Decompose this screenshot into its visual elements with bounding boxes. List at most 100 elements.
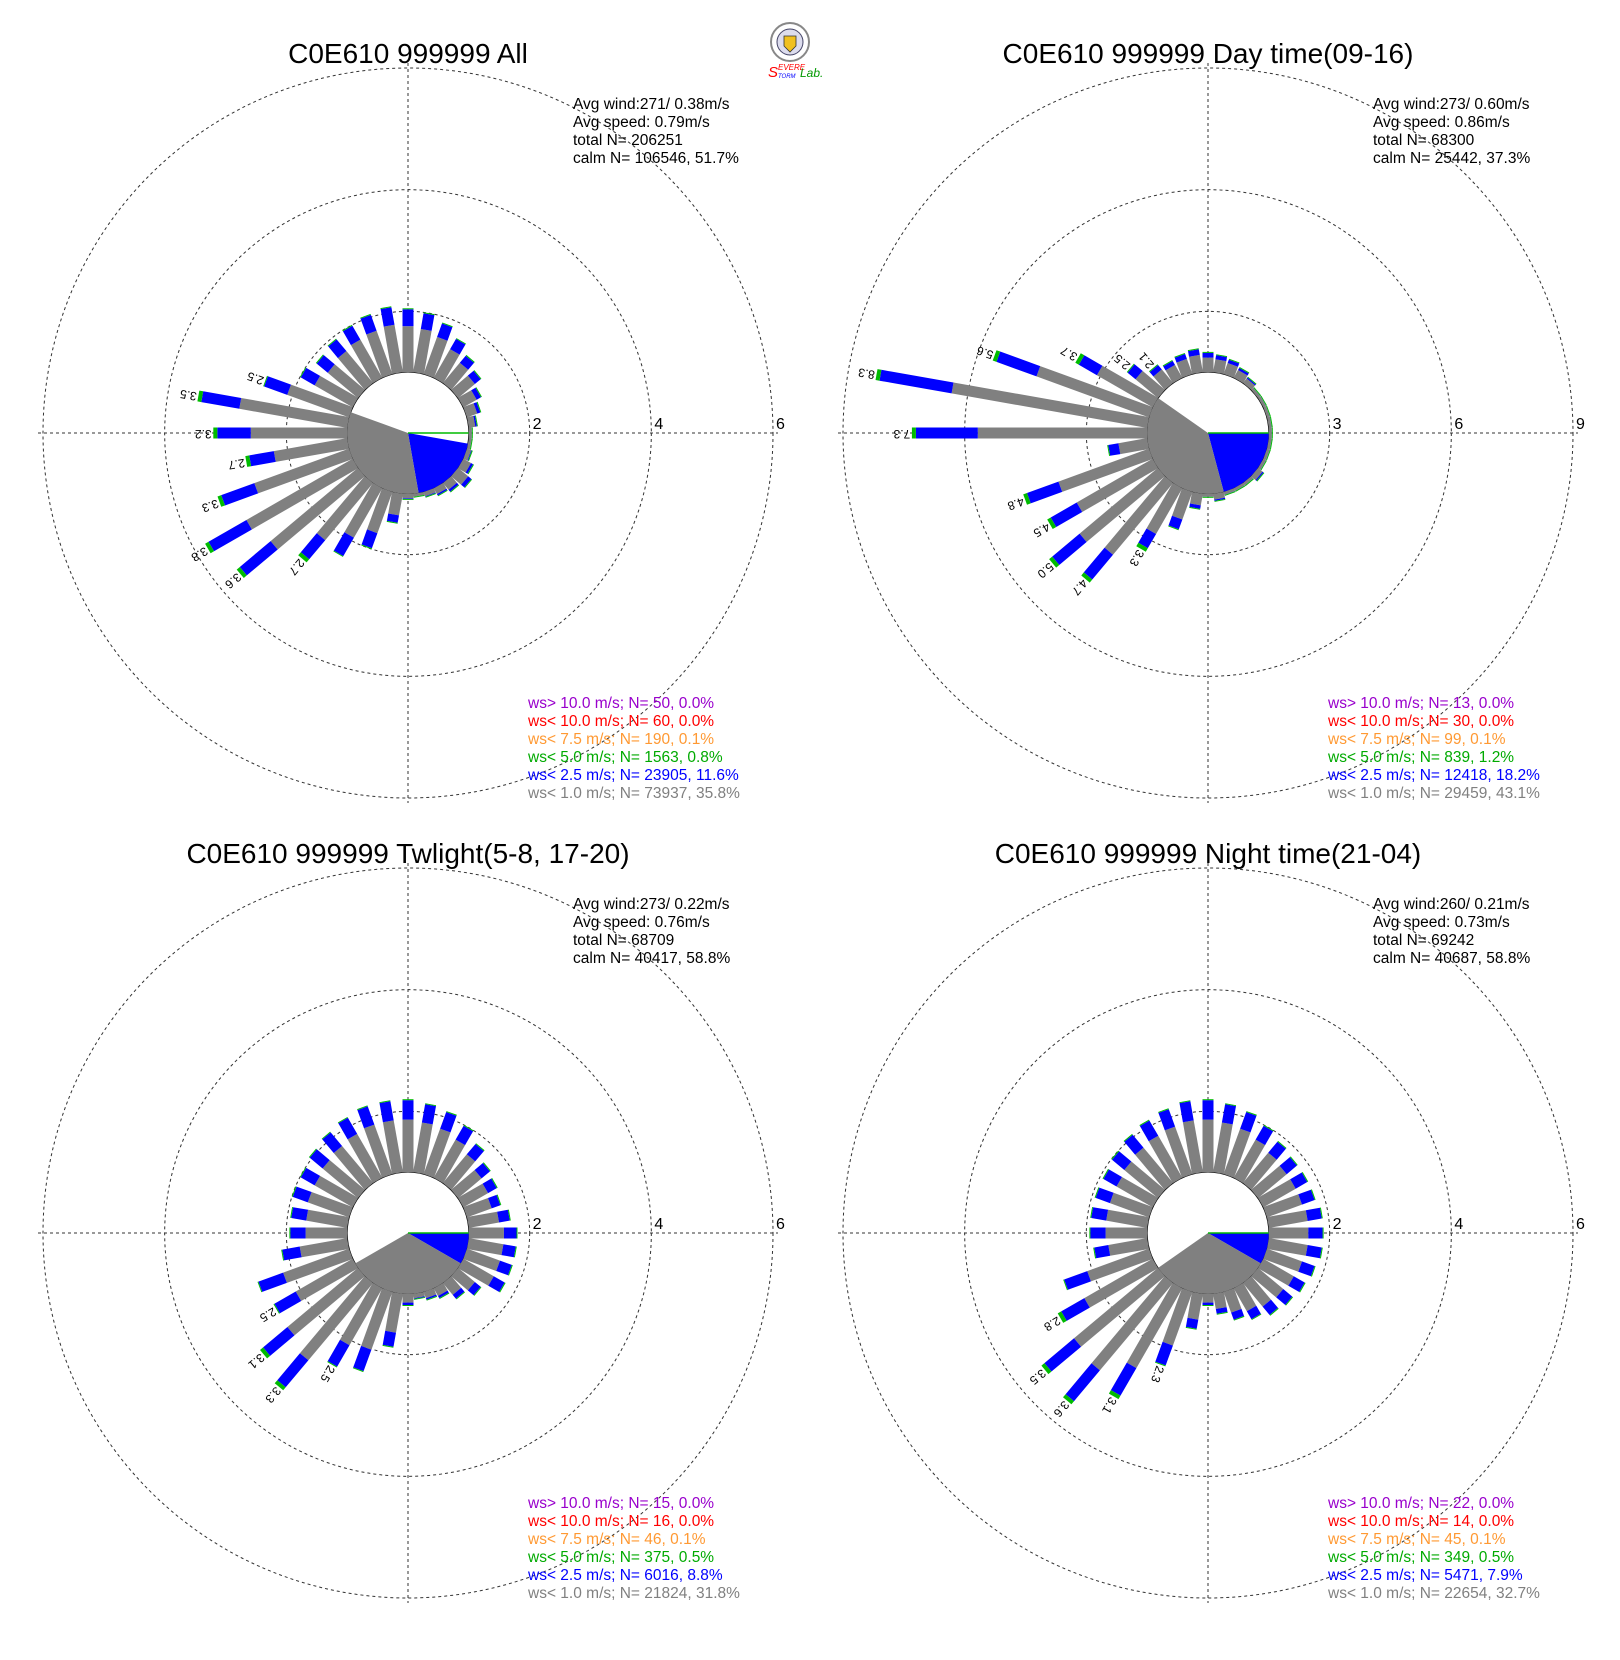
petal-10-segment xyxy=(425,1103,437,1107)
petal-100-segment xyxy=(1267,1238,1308,1256)
petal-180-segment xyxy=(402,498,414,499)
petal-170-segment xyxy=(413,1296,425,1299)
petal-240-segment xyxy=(1084,1258,1159,1308)
petal-170-segment xyxy=(1215,1307,1228,1314)
petal-200-segment xyxy=(1155,1361,1166,1367)
petal-220-segment xyxy=(1065,1363,1100,1402)
petal-150-segment xyxy=(436,488,448,496)
petal-260-segment xyxy=(1108,1238,1149,1256)
petal-20-segment xyxy=(442,322,453,328)
ring-label: 4 xyxy=(1454,1216,1463,1233)
petal-260-segment xyxy=(299,1238,349,1258)
petal-140-segment xyxy=(1244,478,1254,486)
petal-330-segment xyxy=(1163,360,1175,371)
petal-160-segment xyxy=(1233,1315,1245,1321)
petal-60-segment xyxy=(1301,1172,1309,1182)
petal-100-segment xyxy=(469,438,473,450)
petal-180-segment xyxy=(402,498,414,500)
petal-210-segment xyxy=(333,550,344,557)
petal-70-segment xyxy=(488,1194,501,1209)
petal-340-segment xyxy=(360,314,377,335)
petal-0-segment xyxy=(1202,1099,1214,1101)
petal-label: 3.3 xyxy=(200,496,221,515)
petal-250-segment xyxy=(1063,1279,1068,1291)
petal-130-segment xyxy=(467,1282,481,1296)
ring-4 xyxy=(164,189,652,677)
petal-40-segment xyxy=(1247,376,1257,385)
petal-110-segment xyxy=(467,450,472,461)
petal-170-segment xyxy=(1214,499,1226,502)
petal-200-segment xyxy=(1168,515,1183,530)
petal-190-segment xyxy=(1190,492,1203,506)
petal-350-segment xyxy=(1182,1120,1203,1174)
petal-210-segment xyxy=(1108,1390,1121,1400)
petal-50-segment xyxy=(1289,1156,1298,1166)
petal-280-segment xyxy=(879,369,954,394)
petal-40-segment xyxy=(1242,1152,1277,1190)
petal-90-segment xyxy=(1271,427,1273,439)
petal-320-segment xyxy=(1124,1134,1144,1155)
ring-6 xyxy=(42,867,774,1599)
petal-150-segment xyxy=(1246,1305,1261,1320)
petal-210-segment xyxy=(1146,482,1183,534)
petal-70-segment xyxy=(463,403,478,418)
petal-290-segment xyxy=(1094,1187,1100,1198)
petal-250-segment xyxy=(257,1281,263,1293)
petal-label: 2.3 xyxy=(1148,1364,1167,1385)
petal-210-segment xyxy=(327,1361,338,1368)
petal-210-segment xyxy=(1126,1282,1183,1369)
petal-270-segment xyxy=(250,427,348,439)
petal-270-segment xyxy=(289,1227,291,1239)
info-line: Avg wind:260/ 0.21m/s xyxy=(1373,896,1530,913)
petal-260-segment xyxy=(1107,445,1111,456)
petal-80-segment xyxy=(1269,416,1272,428)
petal-200-segment xyxy=(1172,488,1193,520)
petal-230-segment xyxy=(1052,533,1087,565)
petal-310-segment xyxy=(1112,1151,1132,1170)
petal-120-segment xyxy=(1257,458,1266,470)
petal-110-segment xyxy=(463,448,472,461)
petal-10-segment xyxy=(413,329,432,374)
petal-160-segment xyxy=(1224,491,1235,495)
petal-250-segment xyxy=(1027,481,1063,504)
petal-340-segment xyxy=(1176,358,1193,378)
petal-310-segment xyxy=(1127,364,1143,380)
ring-4 xyxy=(164,989,652,1477)
petal-50-segment xyxy=(1279,1157,1297,1175)
petal-140-segment xyxy=(450,484,460,493)
petal-20-segment xyxy=(1228,358,1240,364)
petal-110-segment xyxy=(468,450,473,462)
petal-270-segment xyxy=(217,427,251,439)
petal-70-segment xyxy=(473,402,481,414)
petal-310-segment xyxy=(1111,1150,1120,1160)
petal-label: 3.2 xyxy=(195,427,212,441)
petal-70-segment xyxy=(496,1194,502,1206)
ring-4 xyxy=(964,989,1452,1477)
petal-50-segment xyxy=(451,1170,482,1199)
petal-40-segment xyxy=(1268,1141,1286,1160)
petal-220-segment xyxy=(1081,572,1093,583)
petal-270-segment xyxy=(915,427,978,439)
petal-80-segment xyxy=(467,415,476,428)
petal-330-segment xyxy=(1148,1135,1183,1184)
legend-entry: ws< 1.0 m/s; N= 29459, 43.1% xyxy=(1327,785,1540,802)
petal-210-segment xyxy=(1138,528,1157,549)
info-line: Avg wind:273/ 0.22m/s xyxy=(573,896,730,913)
petal-230-segment xyxy=(1074,1267,1165,1347)
petal-310-segment xyxy=(1135,370,1165,399)
petal-120-segment xyxy=(467,464,474,475)
petal-170-segment xyxy=(413,1292,425,1299)
petal-290-segment xyxy=(307,1192,353,1218)
petal-160-segment xyxy=(1224,491,1236,496)
petal-150-segment xyxy=(1233,482,1245,491)
petal-20-segment xyxy=(1223,363,1238,378)
petal-190-segment xyxy=(1187,1292,1203,1320)
petal-150-segment xyxy=(1251,1313,1262,1320)
petal-100-segment xyxy=(467,1238,504,1256)
petal-270-segment xyxy=(1089,1227,1091,1239)
petal-240-segment xyxy=(205,541,214,554)
info-line: Avg speed: 0.86m/s xyxy=(1373,114,1510,131)
petal-280-segment xyxy=(290,1207,294,1218)
petal-0-segment xyxy=(402,1119,414,1173)
petal-230-segment xyxy=(1079,467,1165,542)
